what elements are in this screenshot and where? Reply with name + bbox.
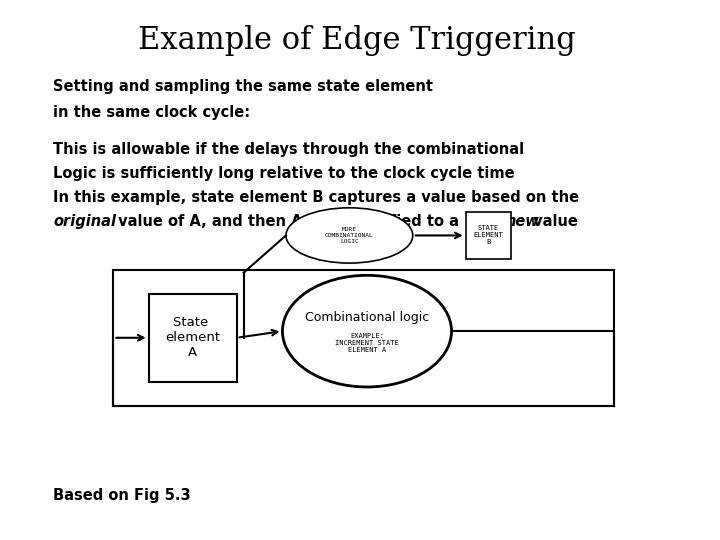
Text: original: original xyxy=(53,214,117,229)
Text: In this example, state element B captures a value based on the: In this example, state element B capture… xyxy=(53,190,580,205)
Text: in the same clock cycle:: in the same clock cycle: xyxy=(53,105,251,120)
Text: STATE
ELEMENT
B: STATE ELEMENT B xyxy=(474,225,503,246)
Bar xyxy=(148,294,237,382)
Text: Combinational logic: Combinational logic xyxy=(305,312,429,325)
Text: value of A, and then A gets modified to a: value of A, and then A gets modified to … xyxy=(113,214,464,229)
Text: Logic is sufficiently long relative to the clock cycle time: Logic is sufficiently long relative to t… xyxy=(53,166,515,181)
Text: This is allowable if the delays through the combinational: This is allowable if the delays through … xyxy=(53,143,525,157)
Ellipse shape xyxy=(282,275,451,387)
Text: MORE
COMBINATIONAL
LOGIC: MORE COMBINATIONAL LOGIC xyxy=(325,227,374,244)
Ellipse shape xyxy=(286,208,413,263)
Text: Setting and sampling the same state element: Setting and sampling the same state elem… xyxy=(53,79,433,93)
Text: Based on Fig 5.3: Based on Fig 5.3 xyxy=(53,488,191,503)
Bar xyxy=(466,212,511,259)
Text: Example of Edge Triggering: Example of Edge Triggering xyxy=(138,25,575,57)
Text: value: value xyxy=(528,214,577,229)
Text: new: new xyxy=(505,214,539,229)
Bar xyxy=(113,270,613,406)
Text: State 
element
A: State element A xyxy=(165,316,220,359)
Text: EXAMPLE:
INCREMENT STATE
ELEMENT A: EXAMPLE: INCREMENT STATE ELEMENT A xyxy=(335,333,399,353)
